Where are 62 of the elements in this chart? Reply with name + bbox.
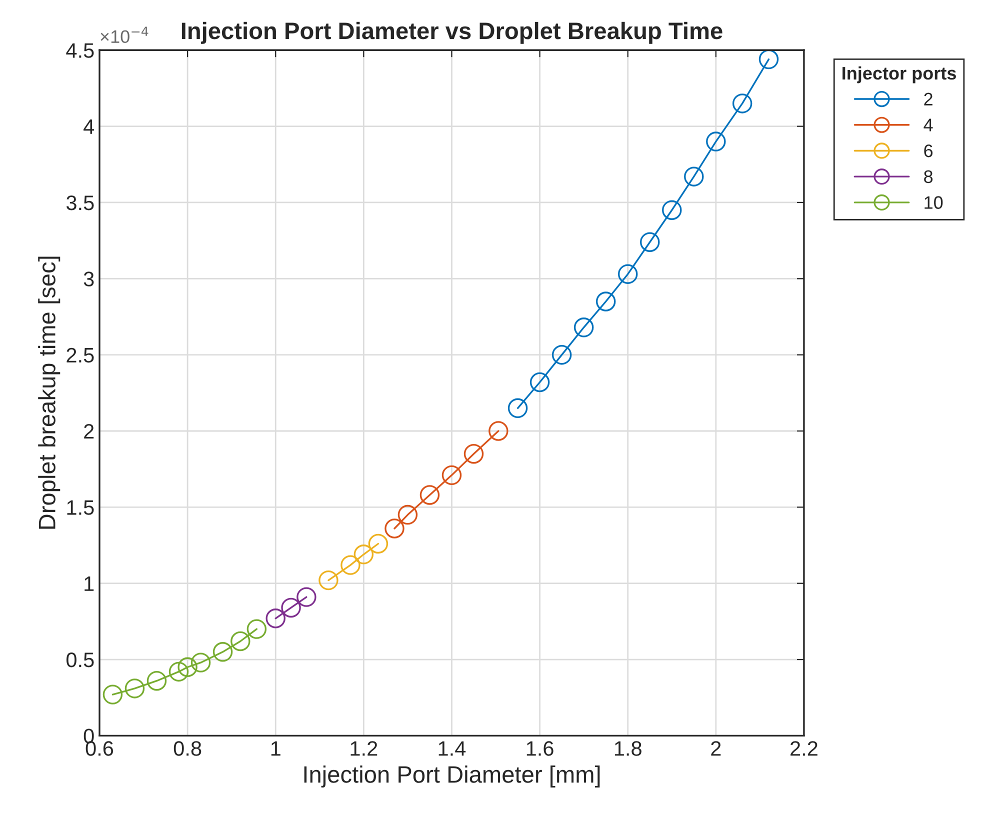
y-tick-label: 3 <box>84 272 94 286</box>
x-tick-label: 1.6 <box>526 741 554 756</box>
point <box>706 132 726 152</box>
legend-label: 2 <box>924 92 932 106</box>
point <box>398 504 418 525</box>
point <box>102 684 123 704</box>
point <box>178 657 198 677</box>
point <box>530 372 550 392</box>
point <box>618 264 638 284</box>
point <box>190 652 211 672</box>
point <box>384 518 404 538</box>
point <box>574 318 594 338</box>
point <box>420 485 440 505</box>
point <box>354 544 374 564</box>
point <box>212 642 233 662</box>
point <box>442 465 462 486</box>
point <box>246 619 267 639</box>
point <box>758 50 779 70</box>
point <box>146 670 167 691</box>
point <box>296 587 316 607</box>
point <box>281 598 301 618</box>
x-tick-label: 1.4 <box>438 741 466 756</box>
point <box>168 662 189 682</box>
y-tick-label: 3.5 <box>66 195 94 210</box>
x-tick-label: 2.2 <box>790 741 818 756</box>
x-tick-label: 1.8 <box>614 741 642 756</box>
point <box>124 678 145 698</box>
point <box>508 398 528 418</box>
point <box>552 344 572 365</box>
point <box>640 232 660 252</box>
y-tick-label: 1.5 <box>67 500 94 515</box>
point <box>596 292 616 312</box>
point <box>318 570 338 590</box>
point <box>266 608 286 628</box>
legend-label: 4 <box>924 118 933 132</box>
point <box>340 555 360 575</box>
legend-label: 6 <box>924 144 933 158</box>
y-axis-title: Droplet breakup time [sec] <box>38 256 60 529</box>
legend-label: 10 <box>924 196 943 209</box>
y-tick-label: 4 <box>84 120 94 134</box>
x-tick-label: 0.8 <box>174 741 202 756</box>
y-tick-label: 1 <box>84 576 94 591</box>
point <box>464 444 484 464</box>
x-tick-label: 0.6 <box>86 741 114 756</box>
legend-title: Injector ports <box>842 66 956 84</box>
point <box>230 631 250 652</box>
text: ×10$^{−4}$ <box>100 26 148 44</box>
legend-label: 8 <box>924 170 933 184</box>
x-tick-label: 1.2 <box>350 741 378 756</box>
point <box>684 166 704 186</box>
x-axis-title: Injection Port Diameter [mm] <box>304 766 600 788</box>
point <box>488 421 508 441</box>
point <box>368 534 388 554</box>
point <box>732 94 752 114</box>
x-tick-label: 2 <box>711 741 721 756</box>
y-tick-label: 2.5 <box>66 348 94 363</box>
y-tick-label: 0.5 <box>66 652 94 668</box>
chart-title: Injection Port Diameter vs Droplet Breakup Time <box>182 22 722 44</box>
y-tick-label: 4.5 <box>66 43 94 58</box>
x-tick-label: 1 <box>271 741 280 756</box>
y-tick-label: 2 <box>84 424 94 439</box>
point <box>662 200 682 220</box>
